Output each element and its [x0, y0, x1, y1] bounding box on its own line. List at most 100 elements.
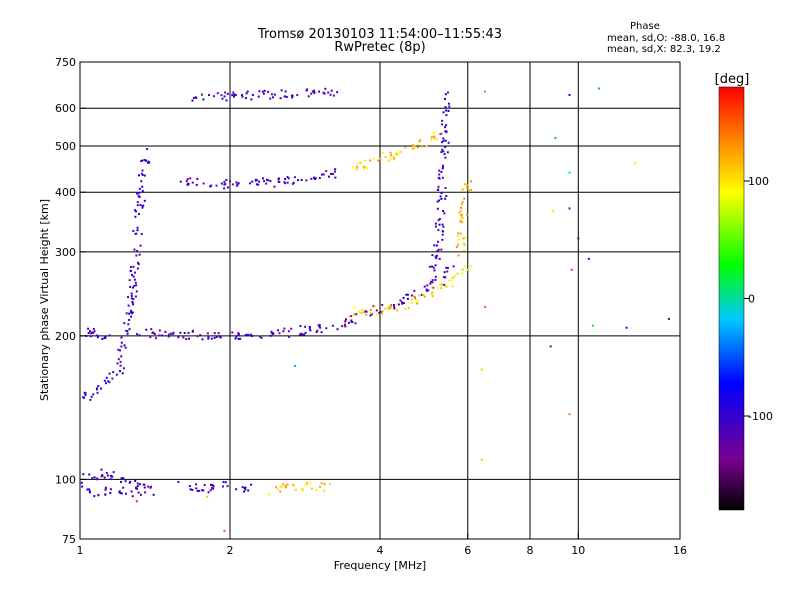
echo-point — [462, 237, 465, 240]
echo-point — [441, 167, 444, 170]
echo-point — [444, 187, 447, 189]
echo-point — [188, 485, 191, 487]
echo-point — [444, 130, 447, 133]
echo-point — [430, 293, 433, 296]
echo-point — [447, 110, 450, 112]
echo-point — [442, 166, 444, 168]
echo-point — [354, 322, 357, 325]
echo-point — [308, 326, 311, 328]
echo-point — [125, 492, 127, 495]
echo-point — [350, 319, 353, 322]
echo-point — [634, 162, 637, 165]
echo-point — [437, 240, 439, 243]
echo-point — [443, 283, 446, 286]
echo-point — [460, 217, 463, 220]
echo-point — [444, 139, 447, 142]
echo-point — [172, 331, 175, 334]
echo-point — [140, 180, 143, 183]
echo-point — [406, 293, 409, 296]
echo-point — [282, 330, 285, 333]
echo-point — [158, 329, 161, 332]
echo-point — [445, 130, 448, 133]
echo-point — [292, 483, 294, 486]
echo-point — [149, 486, 152, 489]
echo-point — [130, 270, 132, 273]
echo-point — [323, 489, 326, 492]
colorbar-ticks: 100 0 -100 — [744, 175, 773, 423]
echo-point — [552, 210, 555, 213]
echo-point — [89, 330, 91, 333]
echo-point — [247, 489, 250, 492]
echo-point — [304, 331, 307, 334]
echo-point — [87, 327, 90, 330]
echo-point — [109, 478, 112, 481]
echo-point — [202, 98, 205, 101]
echo-point — [130, 292, 133, 295]
echo-point — [250, 98, 253, 101]
echo-point — [458, 212, 461, 215]
echo-point — [440, 287, 442, 290]
echo-point — [463, 237, 466, 240]
echo-point — [413, 295, 416, 298]
echo-point — [177, 481, 180, 483]
echo-point — [241, 94, 243, 96]
echo-point — [146, 161, 149, 164]
echo-point — [446, 285, 449, 288]
echo-point — [348, 321, 350, 324]
echo-point — [469, 180, 472, 183]
chart-subtitle: RwPretec (8p) — [334, 40, 426, 55]
echo-point — [328, 482, 331, 485]
echo-point — [393, 306, 396, 308]
echo-point — [131, 495, 134, 498]
echo-point — [215, 184, 218, 187]
echo-point — [135, 284, 138, 287]
echo-point — [377, 159, 380, 162]
echo-point — [462, 242, 465, 245]
echo-point — [137, 261, 139, 264]
echo-point — [90, 332, 93, 335]
echo-point — [120, 345, 123, 348]
echo-point — [258, 90, 261, 93]
echo-point — [463, 197, 466, 200]
echo-point — [286, 176, 289, 179]
echo-point — [104, 336, 107, 339]
echo-point — [443, 212, 446, 215]
echo-point — [284, 484, 287, 487]
echo-point — [256, 183, 258, 186]
echo-point — [246, 90, 249, 93]
echo-point — [244, 334, 247, 337]
echo-point — [120, 336, 123, 339]
echo-point — [393, 157, 395, 160]
echo-point — [189, 488, 192, 491]
echo-point — [226, 485, 229, 488]
echo-point — [250, 483, 253, 486]
echo-point — [434, 275, 437, 278]
echo-point — [466, 268, 469, 271]
echo-point — [309, 481, 312, 484]
echo-point — [397, 303, 400, 306]
echo-point — [191, 330, 194, 333]
echo-point — [410, 298, 413, 301]
echo-point — [484, 90, 487, 93]
echo-point — [418, 294, 421, 297]
echo-point — [130, 309, 133, 312]
echo-point — [415, 298, 418, 301]
echo-point — [399, 150, 402, 153]
echo-point — [128, 312, 131, 315]
echo-point — [136, 482, 139, 485]
echo-point — [100, 468, 103, 471]
echo-point — [330, 172, 332, 175]
echo-point — [141, 185, 144, 188]
echo-point — [455, 245, 458, 248]
echo-point — [136, 484, 139, 487]
echo-point — [235, 488, 238, 491]
echo-point — [452, 265, 455, 268]
echo-point — [233, 94, 236, 97]
echo-point — [436, 249, 439, 252]
echo-point — [122, 477, 125, 480]
echo-point — [311, 487, 313, 490]
echo-point — [447, 91, 449, 94]
echo-point — [136, 267, 139, 270]
echo-point — [129, 286, 132, 288]
